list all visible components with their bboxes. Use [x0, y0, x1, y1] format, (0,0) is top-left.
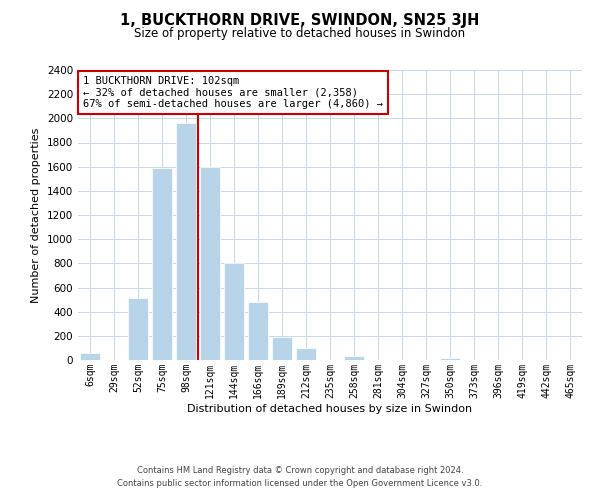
Bar [296, 348, 316, 360]
Bar [272, 337, 292, 360]
Bar [176, 123, 196, 360]
Text: Size of property relative to detached houses in Swindon: Size of property relative to detached ho… [134, 28, 466, 40]
Bar [248, 302, 268, 360]
Bar [344, 356, 364, 360]
X-axis label: Distribution of detached houses by size in Swindon: Distribution of detached houses by size … [187, 404, 473, 413]
Bar [128, 298, 148, 360]
Bar [152, 168, 172, 360]
Bar [440, 358, 460, 360]
Bar [80, 354, 100, 360]
Text: 1, BUCKTHORN DRIVE, SWINDON, SN25 3JH: 1, BUCKTHORN DRIVE, SWINDON, SN25 3JH [121, 12, 479, 28]
Bar [224, 264, 244, 360]
Bar [200, 166, 220, 360]
Text: Contains HM Land Registry data © Crown copyright and database right 2024.
Contai: Contains HM Land Registry data © Crown c… [118, 466, 482, 487]
Y-axis label: Number of detached properties: Number of detached properties [31, 128, 41, 302]
Text: 1 BUCKTHORN DRIVE: 102sqm
← 32% of detached houses are smaller (2,358)
67% of se: 1 BUCKTHORN DRIVE: 102sqm ← 32% of detac… [83, 76, 383, 109]
